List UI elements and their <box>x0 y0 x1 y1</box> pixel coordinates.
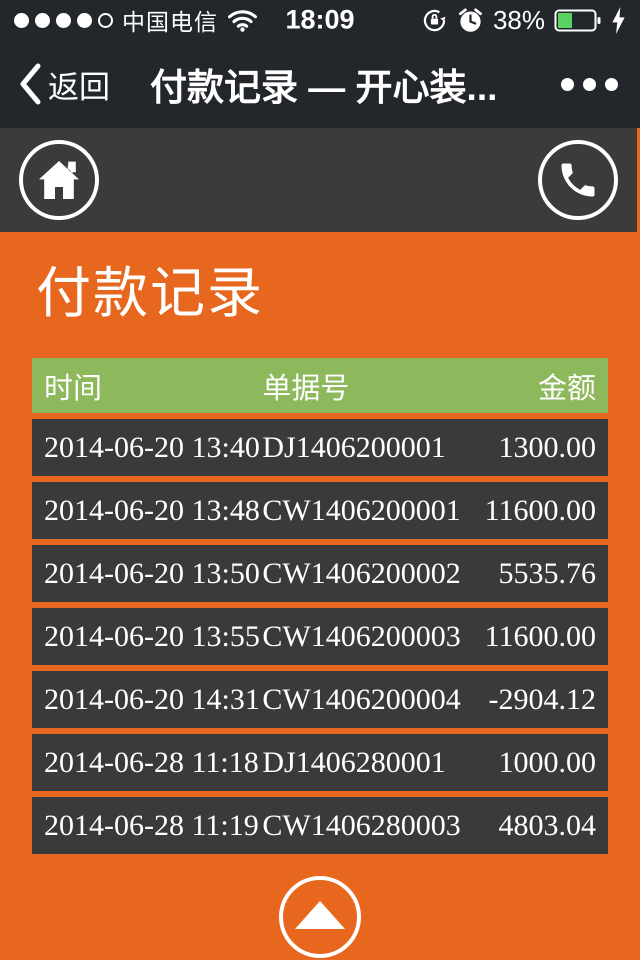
back-label: 返回 <box>48 69 110 105</box>
alarm-clock-icon <box>457 7 484 34</box>
payment-records-table: 时间 单据号 金额 2014-06-20 13:40 DJ1406200001 … <box>32 358 608 854</box>
header-time: 时间 <box>44 372 103 405</box>
up-arrow-icon <box>295 901 345 929</box>
cell-time: 2014-06-20 14:31 <box>44 682 260 716</box>
cell-doc-number: CW1406200004 <box>262 682 461 716</box>
cell-amount: 11600.00 <box>484 619 596 653</box>
table-body: 2014-06-20 13:40 DJ1406200001 1300.00 20… <box>32 419 608 854</box>
signal-dot <box>35 12 50 28</box>
cell-time: 2014-06-20 13:40 <box>44 430 260 464</box>
content-area: 付款记录 时间 单据号 金额 2014-06-20 13:40 DJ140620… <box>0 232 640 960</box>
phone-icon <box>556 158 600 202</box>
back-button[interactable]: 返回 <box>18 62 110 107</box>
cell-doc-number: DJ1406280001 <box>262 745 446 779</box>
page-title: 付款记录 <box>36 262 265 324</box>
nav-bar: 返回 付款记录 — 开心装... <box>0 40 640 128</box>
signal-dot <box>77 12 92 28</box>
scroll-to-top-button[interactable] <box>279 876 361 958</box>
table-row[interactable]: 2014-06-20 14:31 CW1406200004 -2904.12 <box>32 671 608 728</box>
cell-time: 2014-06-20 13:48 <box>44 493 260 527</box>
ellipsis-icon <box>561 77 574 91</box>
toolbar <box>0 128 637 232</box>
battery-percent-label: 38% <box>492 4 545 35</box>
cell-amount: 5535.76 <box>498 556 597 590</box>
home-icon <box>35 157 83 203</box>
cell-doc-number: CW1406200002 <box>262 556 461 590</box>
ellipsis-icon <box>605 77 618 91</box>
cell-amount: -2904.12 <box>488 682 597 716</box>
more-menu-button[interactable] <box>557 68 622 101</box>
phone-button[interactable] <box>538 140 618 220</box>
signal-dot <box>98 12 113 28</box>
table-row[interactable]: 2014-06-28 11:18 DJ1406280001 1000.00 <box>32 734 608 791</box>
table-row[interactable]: 2014-06-28 11:19 CW1406280003 4803.04 <box>32 797 608 854</box>
cell-time: 2014-06-20 13:50 <box>44 556 260 590</box>
table-row[interactable]: 2014-06-20 13:50 CW1406200002 5535.76 <box>32 545 608 602</box>
table-row[interactable]: 2014-06-20 13:40 DJ1406200001 1300.00 <box>32 419 608 476</box>
page-nav-title: 付款记录 — 开心装... <box>150 67 498 108</box>
back-chevron-icon <box>18 62 42 106</box>
wifi-icon <box>227 8 258 32</box>
table-row[interactable]: 2014-06-20 13:55 CW1406200003 11600.00 <box>32 608 608 665</box>
header-doc-number: 单据号 <box>262 372 350 405</box>
cell-doc-number: CW1406200003 <box>262 619 461 653</box>
home-button[interactable] <box>19 140 99 220</box>
status-bar: 中国电信 18:09 38% <box>0 0 640 40</box>
clock-time: 18:09 <box>285 4 355 35</box>
carrier-label: 中国电信 <box>122 9 218 35</box>
cell-amount: 1300.00 <box>498 430 597 464</box>
table-row[interactable]: 2014-06-20 13:48 CW1406200001 11600.00 <box>32 482 608 539</box>
ellipsis-icon <box>583 77 596 91</box>
table-header-row: 时间 单据号 金额 <box>32 358 608 413</box>
cell-amount: 11600.00 <box>484 493 596 527</box>
battery-icon <box>554 8 602 33</box>
cell-time: 2014-06-20 13:55 <box>44 619 260 653</box>
cell-time: 2014-06-28 11:18 <box>44 745 259 779</box>
cell-doc-number: DJ1406200001 <box>262 430 446 464</box>
signal-strength-icon <box>14 12 113 28</box>
signal-dot <box>14 12 29 28</box>
charging-bolt-icon <box>611 6 626 34</box>
cell-doc-number: CW1406280003 <box>262 808 461 842</box>
cell-doc-number: CW1406200001 <box>262 493 461 527</box>
cell-time: 2014-06-28 11:19 <box>44 808 259 842</box>
orientation-lock-icon <box>421 7 448 34</box>
signal-dot <box>56 12 71 28</box>
cell-amount: 1000.00 <box>498 745 597 779</box>
cell-amount: 4803.04 <box>498 808 597 842</box>
header-amount: 金额 <box>537 372 596 405</box>
